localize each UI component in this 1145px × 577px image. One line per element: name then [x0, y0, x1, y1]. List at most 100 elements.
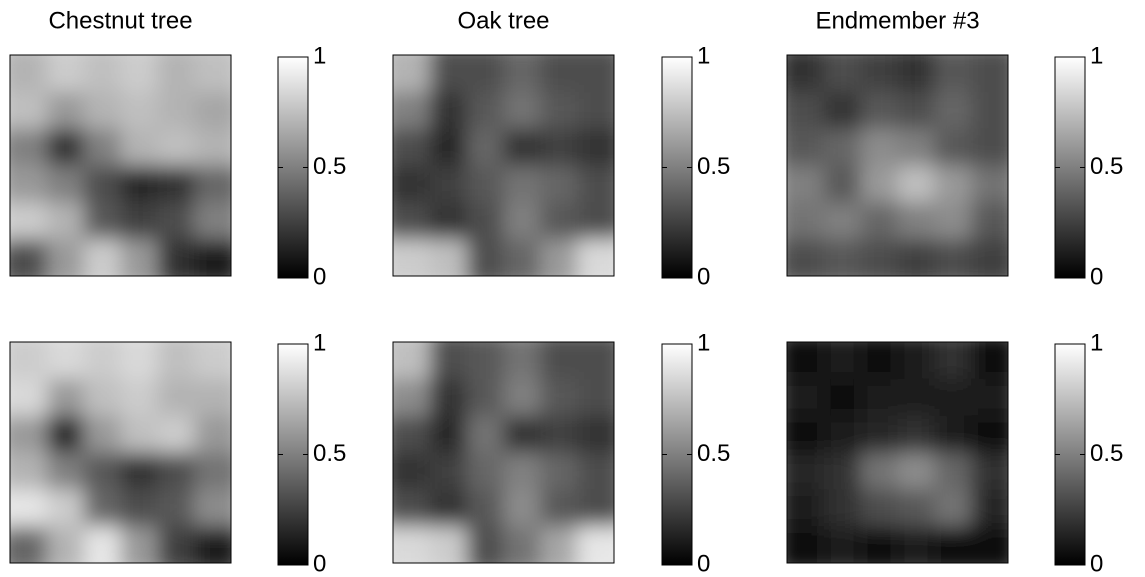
colorbar-tick-label: 1 — [697, 42, 710, 69]
heatmap-cell — [120, 378, 158, 417]
heatmap-cell — [971, 526, 1008, 563]
heatmap-cell — [429, 165, 468, 203]
heatmap-cell — [429, 415, 468, 453]
heatmap-cell — [787, 452, 825, 490]
heatmap-cell — [194, 489, 231, 527]
heatmap-cell — [194, 526, 231, 563]
heatmap-cell — [194, 91, 231, 130]
heatmap-cell — [934, 239, 972, 276]
heatmap-cell — [971, 489, 1008, 527]
colorbar-tick-label: 0.5 — [697, 440, 730, 467]
heatmap — [787, 342, 1008, 563]
heatmap-cell — [429, 239, 468, 276]
heatmap-cell — [120, 55, 158, 93]
heatmap-cell — [46, 452, 85, 490]
heatmap-cell — [466, 378, 504, 417]
heatmap-cell — [466, 239, 504, 276]
heatmap-cell — [157, 526, 195, 563]
heatmap-cell — [393, 415, 431, 453]
heatmap-cell — [823, 342, 862, 380]
heatmap-cell — [466, 526, 504, 563]
heatmap-cell — [577, 415, 614, 453]
colorbar-tick-label: 0.5 — [1090, 440, 1123, 467]
heatmap-cell — [823, 239, 862, 276]
heatmap-cell — [823, 415, 862, 453]
heatmap-cell — [860, 165, 898, 203]
heatmap-cell — [46, 165, 85, 203]
panel-frame — [392, 54, 615, 277]
heatmap-cell — [540, 489, 578, 527]
heatmap-cell — [971, 202, 1008, 240]
heatmap-cell — [46, 342, 85, 380]
heatmap-cell — [577, 202, 614, 240]
heatmap-cell — [934, 526, 972, 563]
heatmap-cell — [540, 239, 578, 276]
heatmap-cell — [194, 239, 231, 276]
heatmap — [787, 55, 1008, 276]
colorbar-tick-label: 0 — [313, 550, 326, 577]
heatmap-cell — [429, 128, 468, 166]
heatmap-cell — [157, 239, 195, 276]
heatmap-cell — [787, 55, 825, 93]
heatmap-cell — [46, 55, 85, 93]
heatmap-cell — [503, 128, 541, 166]
heatmap-cell — [194, 415, 231, 453]
heatmap-cell — [971, 342, 1008, 380]
panel-title: Oak tree — [457, 7, 549, 34]
heatmap-cell — [194, 452, 231, 490]
heatmap-cell — [934, 452, 972, 490]
heatmap-cell — [393, 165, 431, 203]
heatmap-cell — [83, 452, 121, 490]
heatmap-cell — [823, 526, 862, 563]
heatmap-cell — [860, 526, 898, 563]
heatmap-cell — [120, 415, 158, 453]
heatmap-cell — [577, 489, 614, 527]
heatmap-cell — [860, 452, 898, 490]
heatmap-cell — [83, 489, 121, 527]
heatmap-cell — [83, 378, 121, 417]
heatmap-cell — [503, 165, 541, 203]
heatmap-cell — [503, 55, 541, 93]
heatmap-cell — [429, 342, 468, 380]
heatmap-cell — [503, 342, 541, 380]
heatmap-cell — [540, 526, 578, 563]
heatmap-cell — [823, 165, 862, 203]
heatmap-cell — [83, 128, 121, 166]
heatmap-cell — [897, 378, 935, 417]
heatmap-cell — [860, 378, 898, 417]
heatmap-cell — [577, 128, 614, 166]
heatmap-cell — [429, 202, 468, 240]
heatmap-cell — [503, 452, 541, 490]
heatmap-cell — [10, 452, 48, 490]
heatmap-cell — [787, 202, 825, 240]
heatmap-cell — [83, 526, 121, 563]
heatmap-cell — [971, 239, 1008, 276]
heatmap-cell — [120, 452, 158, 490]
panel-frame — [786, 341, 1009, 564]
heatmap-cell — [823, 452, 862, 490]
colorbar-tick-label: 0 — [697, 550, 710, 577]
heatmap — [393, 55, 614, 276]
heatmap-cell — [503, 202, 541, 240]
heatmap-cell — [83, 342, 121, 380]
heatmap-cell — [120, 165, 158, 203]
heatmap-cell — [577, 526, 614, 563]
heatmap-cell — [823, 378, 862, 417]
heatmap-cell — [860, 91, 898, 130]
heatmap-cell — [157, 55, 195, 93]
heatmap-cell — [897, 165, 935, 203]
heatmap-cell — [897, 202, 935, 240]
heatmap-cell — [787, 378, 825, 417]
heatmap-cell — [540, 452, 578, 490]
heatmap-cell — [897, 342, 935, 380]
heatmap-cell — [897, 526, 935, 563]
heatmap-cell — [194, 55, 231, 93]
colorbar-tick-label: 1 — [697, 329, 710, 356]
heatmap-cell — [503, 91, 541, 130]
heatmap-cell — [934, 415, 972, 453]
heatmap — [10, 55, 231, 276]
heatmap-cell — [10, 526, 48, 563]
heatmap-cell — [971, 378, 1008, 417]
heatmap-cell — [194, 378, 231, 417]
heatmap-cell — [194, 165, 231, 203]
